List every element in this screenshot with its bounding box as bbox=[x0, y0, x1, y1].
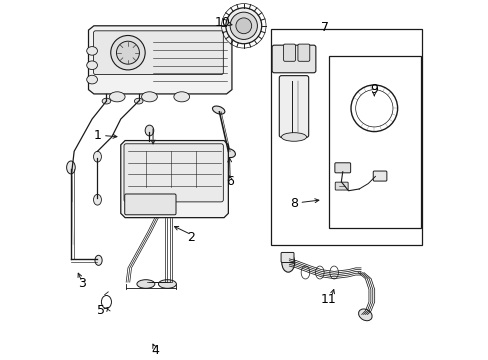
FancyBboxPatch shape bbox=[334, 163, 350, 173]
FancyBboxPatch shape bbox=[93, 31, 223, 75]
Text: 1: 1 bbox=[93, 129, 101, 142]
FancyBboxPatch shape bbox=[283, 44, 295, 61]
Circle shape bbox=[225, 8, 261, 44]
Ellipse shape bbox=[95, 255, 102, 265]
Ellipse shape bbox=[134, 98, 142, 104]
Ellipse shape bbox=[86, 46, 97, 55]
Ellipse shape bbox=[281, 253, 294, 272]
FancyBboxPatch shape bbox=[279, 76, 308, 137]
Text: 9: 9 bbox=[369, 83, 378, 96]
Text: 2: 2 bbox=[187, 231, 195, 244]
Ellipse shape bbox=[223, 149, 235, 158]
Circle shape bbox=[116, 41, 139, 64]
Ellipse shape bbox=[109, 92, 125, 102]
Text: 10: 10 bbox=[215, 17, 230, 30]
Text: 4: 4 bbox=[151, 344, 159, 357]
Bar bbox=[328, 56, 420, 228]
Circle shape bbox=[230, 12, 257, 40]
Ellipse shape bbox=[86, 61, 97, 69]
Polygon shape bbox=[88, 26, 231, 94]
Ellipse shape bbox=[66, 161, 75, 174]
FancyBboxPatch shape bbox=[297, 44, 309, 61]
FancyBboxPatch shape bbox=[281, 252, 293, 262]
Text: 6: 6 bbox=[226, 175, 234, 188]
FancyBboxPatch shape bbox=[335, 182, 347, 190]
Ellipse shape bbox=[158, 280, 176, 288]
Ellipse shape bbox=[102, 98, 110, 104]
FancyBboxPatch shape bbox=[271, 45, 315, 73]
Ellipse shape bbox=[86, 75, 97, 84]
Ellipse shape bbox=[174, 92, 189, 102]
Bar bbox=[271, 30, 421, 244]
Ellipse shape bbox=[137, 280, 155, 288]
Text: 7: 7 bbox=[321, 21, 328, 34]
Ellipse shape bbox=[212, 106, 224, 114]
Text: 3: 3 bbox=[78, 278, 85, 291]
FancyBboxPatch shape bbox=[124, 194, 176, 215]
Circle shape bbox=[110, 36, 145, 70]
Ellipse shape bbox=[142, 92, 157, 102]
Ellipse shape bbox=[358, 309, 371, 321]
Polygon shape bbox=[121, 140, 228, 218]
Ellipse shape bbox=[281, 133, 306, 141]
FancyBboxPatch shape bbox=[124, 144, 223, 202]
Ellipse shape bbox=[93, 194, 101, 205]
Circle shape bbox=[235, 18, 251, 34]
Ellipse shape bbox=[93, 151, 101, 162]
Text: 11: 11 bbox=[320, 293, 336, 306]
FancyBboxPatch shape bbox=[372, 171, 386, 181]
Ellipse shape bbox=[145, 125, 153, 136]
Text: 8: 8 bbox=[289, 197, 297, 210]
Text: 5: 5 bbox=[97, 305, 105, 318]
